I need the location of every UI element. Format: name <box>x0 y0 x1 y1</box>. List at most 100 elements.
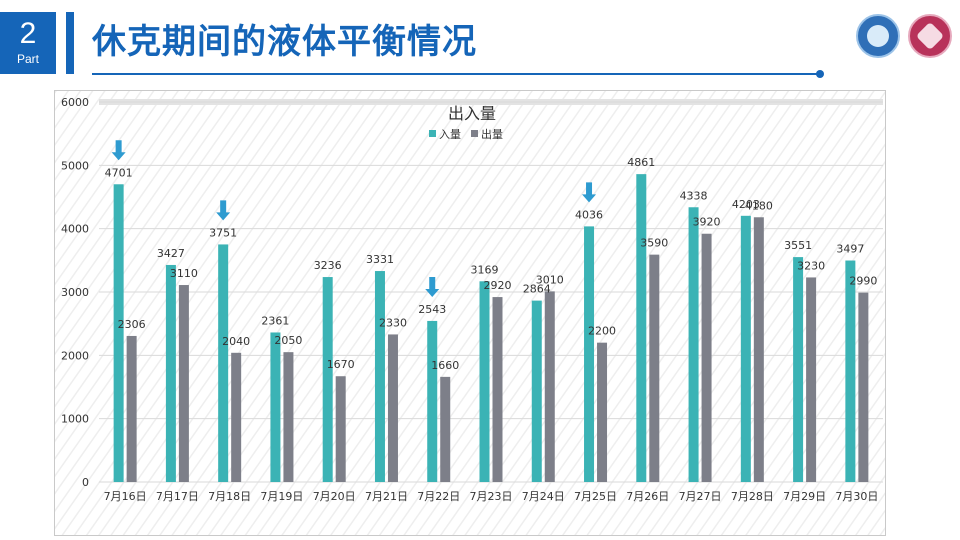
y-tick-label: 4000 <box>61 223 89 236</box>
down-arrow-icon <box>216 200 231 221</box>
x-tick-label: 7月25日 <box>574 490 617 503</box>
bar-intake <box>322 277 333 482</box>
hospital-logo-red-icon <box>908 14 952 58</box>
bar-output <box>858 292 869 482</box>
bar-output <box>231 352 242 482</box>
data-label: 3230 <box>797 259 825 272</box>
data-label: 3590 <box>640 237 668 250</box>
bar-intake <box>531 300 542 482</box>
bar-output <box>126 335 137 482</box>
x-tick-label: 7月16日 <box>104 490 147 503</box>
data-label: 4036 <box>575 208 603 221</box>
x-tick-label: 7月24日 <box>522 490 565 503</box>
legend: 入量 出量 <box>429 127 503 141</box>
y-tick-label: 3000 <box>61 286 89 299</box>
data-label: 2990 <box>849 275 877 288</box>
bar-intake <box>165 264 176 482</box>
bar-output <box>597 342 608 482</box>
title-underline-dot <box>816 70 824 78</box>
data-label: 3010 <box>536 273 564 286</box>
x-tick-label: 7月17日 <box>156 490 199 503</box>
bar-intake <box>218 244 229 482</box>
bar-output <box>492 297 503 482</box>
bar-intake <box>740 215 751 482</box>
y-tick-label: 0 <box>82 476 89 489</box>
legend-label-intake: 入量 <box>439 128 461 141</box>
title-accent-bar <box>66 12 74 74</box>
part-number: 2 <box>19 17 37 50</box>
title-underline <box>92 73 820 75</box>
bar-output <box>283 352 294 482</box>
chart-container: 0 1000 2000 3000 4000 5000 6000 4701 2306 3427 31… <box>54 90 886 536</box>
data-label: 4203 <box>732 198 760 211</box>
data-label: 2361 <box>261 314 289 327</box>
data-label: 1670 <box>327 358 355 371</box>
bar-intake <box>479 281 490 482</box>
x-tick-label: 7月18日 <box>208 490 251 503</box>
data-label: 4180 <box>745 199 773 212</box>
down-arrow-icon <box>111 140 126 161</box>
page-title: 休克期间的液体平衡情况 <box>92 22 477 62</box>
data-label: 3751 <box>209 226 237 239</box>
x-tick-label: 7月21日 <box>365 490 408 503</box>
bar-output <box>335 376 346 482</box>
bar-intake <box>270 332 281 482</box>
data-label: 2050 <box>274 334 302 347</box>
y-tick-label: 6000 <box>61 96 89 109</box>
bar-output <box>544 291 555 482</box>
bar-output <box>178 285 189 482</box>
chart-title: 出入量 <box>448 104 496 123</box>
data-label: 3110 <box>170 267 198 280</box>
part-badge: 2 Part <box>0 12 56 74</box>
bar-intake <box>113 184 124 482</box>
data-label: 4338 <box>680 189 708 202</box>
y-tick-label: 1000 <box>61 413 89 426</box>
data-label: 2200 <box>588 325 616 338</box>
data-label: 2920 <box>484 279 512 292</box>
data-label: 2330 <box>379 316 407 329</box>
part-label: Part <box>16 52 39 66</box>
x-tick-label: 7月23日 <box>470 490 513 503</box>
bar-intake <box>845 260 856 482</box>
bar-intake <box>584 226 595 482</box>
bar-intake <box>688 207 699 482</box>
down-arrow-icon <box>425 276 440 297</box>
down-arrow-icon <box>582 182 597 203</box>
bar-intake <box>793 257 804 482</box>
data-label: 3331 <box>366 253 394 266</box>
x-tick-label: 7月20日 <box>313 490 356 503</box>
bar-intake <box>374 271 385 482</box>
data-label: 3920 <box>693 216 721 229</box>
x-tick-label: 7月26日 <box>626 490 669 503</box>
bar-output <box>806 277 817 482</box>
data-label: 2543 <box>418 303 446 316</box>
data-label: 4861 <box>627 156 655 169</box>
data-label: 3169 <box>471 263 499 276</box>
bar-intake <box>636 174 647 482</box>
data-label: 4701 <box>105 166 133 179</box>
hospital-logo-blue-icon <box>856 14 900 58</box>
x-tick-label: 7月29日 <box>783 490 826 503</box>
x-tick-label: 7月22日 <box>417 490 460 503</box>
data-label: 2864 <box>523 283 551 296</box>
fluid-balance-chart: 0 1000 2000 3000 4000 5000 6000 4701 2306 3427 31… <box>55 91 885 535</box>
data-label: 3236 <box>314 259 342 272</box>
data-label: 3551 <box>784 239 812 252</box>
data-label: 3497 <box>836 243 864 256</box>
x-tick-label: 7月19日 <box>260 490 303 503</box>
x-tick-label: 7月30日 <box>835 490 878 503</box>
data-label: 1660 <box>431 359 459 372</box>
y-tick-label: 2000 <box>61 349 89 362</box>
data-label: 3427 <box>157 247 185 260</box>
data-label: 2306 <box>118 318 146 331</box>
legend-label-output: 出量 <box>481 127 503 141</box>
legend-swatch-output <box>471 130 478 137</box>
bar-output <box>387 334 398 482</box>
data-label: 2040 <box>222 335 250 348</box>
bar-output <box>440 376 451 482</box>
x-tick-label: 7月27日 <box>679 490 722 503</box>
bar-output <box>649 254 660 482</box>
bar-output <box>701 233 712 482</box>
bar-intake <box>427 320 438 482</box>
legend-swatch-intake <box>429 130 436 137</box>
